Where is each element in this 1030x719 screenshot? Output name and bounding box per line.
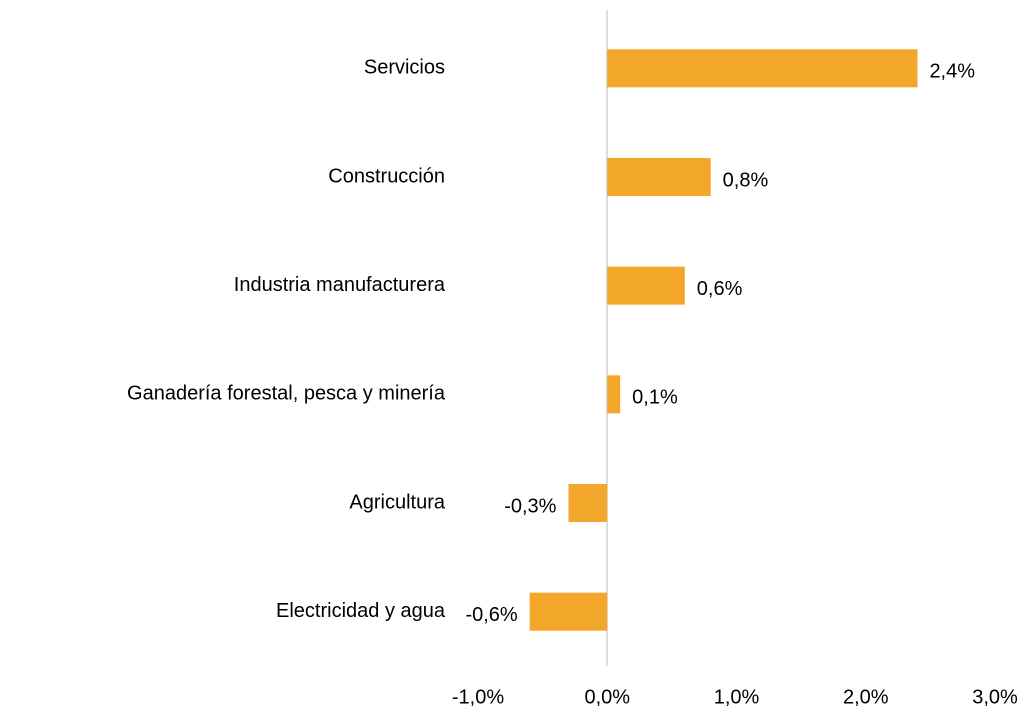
y-tick-label: Ganadería forestal, pesca y minería	[127, 383, 446, 405]
value-label: -0,3%	[504, 495, 556, 517]
bar	[607, 375, 621, 414]
y-tick-label: Agricultura	[349, 491, 445, 513]
x-tick-label: 1,0%	[714, 686, 760, 708]
bar	[607, 266, 685, 305]
value-label: 0,8%	[723, 169, 769, 191]
value-label: -0,6%	[465, 604, 517, 626]
x-tick-label: 3,0%	[972, 686, 1018, 708]
bar	[607, 158, 711, 196]
value-label: 2,4%	[929, 61, 975, 83]
y-tick-label: Industria manufacturera	[234, 274, 446, 296]
value-label: 0,1%	[632, 387, 678, 409]
y-tick-label: Construcción	[328, 165, 445, 187]
x-tick-label: 2,0%	[843, 686, 889, 708]
y-tick-label: Electricidad y agua	[276, 600, 446, 622]
bar	[607, 49, 918, 88]
bar	[568, 484, 608, 522]
value-label: 0,6%	[697, 278, 743, 300]
y-tick-label: Servicios	[364, 57, 445, 79]
bar	[529, 592, 608, 631]
x-tick-label: 0,0%	[584, 686, 630, 708]
x-tick-label: -1,0%	[452, 686, 504, 708]
